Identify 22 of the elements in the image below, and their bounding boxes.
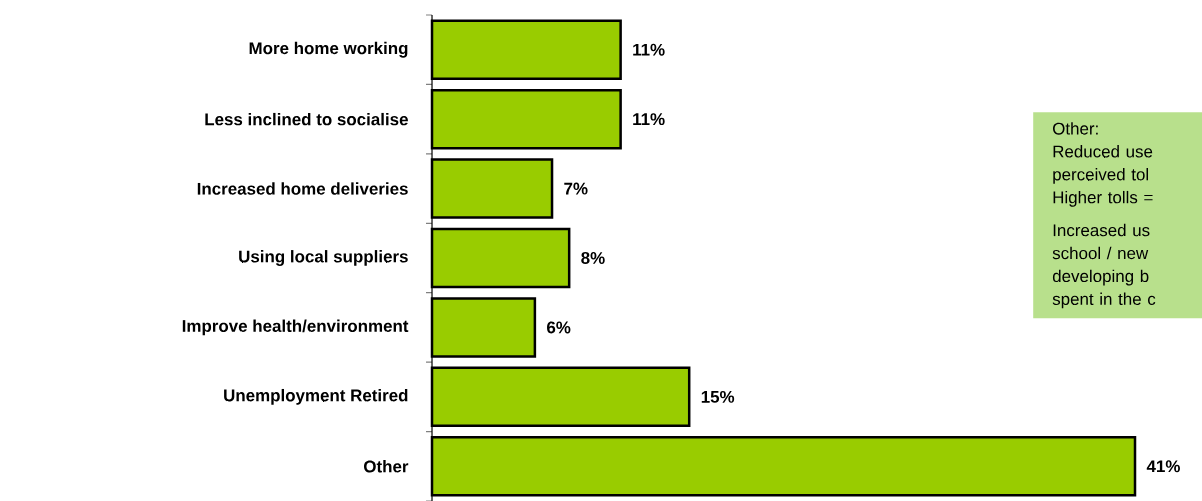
data-label: 15%: [701, 390, 735, 403]
y-tick-label: Other: [364, 460, 409, 473]
annotation: Reduced use: [1053, 145, 1153, 158]
annotation: spent in the c: [1052, 292, 1156, 309]
data-label: 8%: [581, 252, 605, 264]
data-label: 11%: [633, 113, 665, 126]
annotation: school / new: [1052, 246, 1149, 260]
y-tick-label: Increased home deliveries: [197, 182, 408, 195]
y-tick-label: Using local suppliers: [239, 250, 408, 266]
y-tick-label: Improve health/environment: [182, 319, 409, 336]
data-label: 7%: [564, 182, 588, 195]
y-tick-label: More home working: [249, 41, 408, 58]
y-tick-label: Unemployment Retired: [224, 388, 408, 405]
data-label: 41%: [1146, 460, 1180, 473]
annotation: perceived tol: [1053, 168, 1149, 184]
y-tick-label: Less inclined to socialise: [205, 112, 408, 126]
annotation: Increased us: [1053, 223, 1150, 237]
data-label: 6%: [547, 321, 571, 334]
annotation: Other:: [1053, 122, 1098, 135]
data-label: 11%: [633, 43, 665, 56]
annotation: developing b: [1052, 269, 1149, 286]
annotation: Higher tolls =: [1053, 190, 1153, 207]
